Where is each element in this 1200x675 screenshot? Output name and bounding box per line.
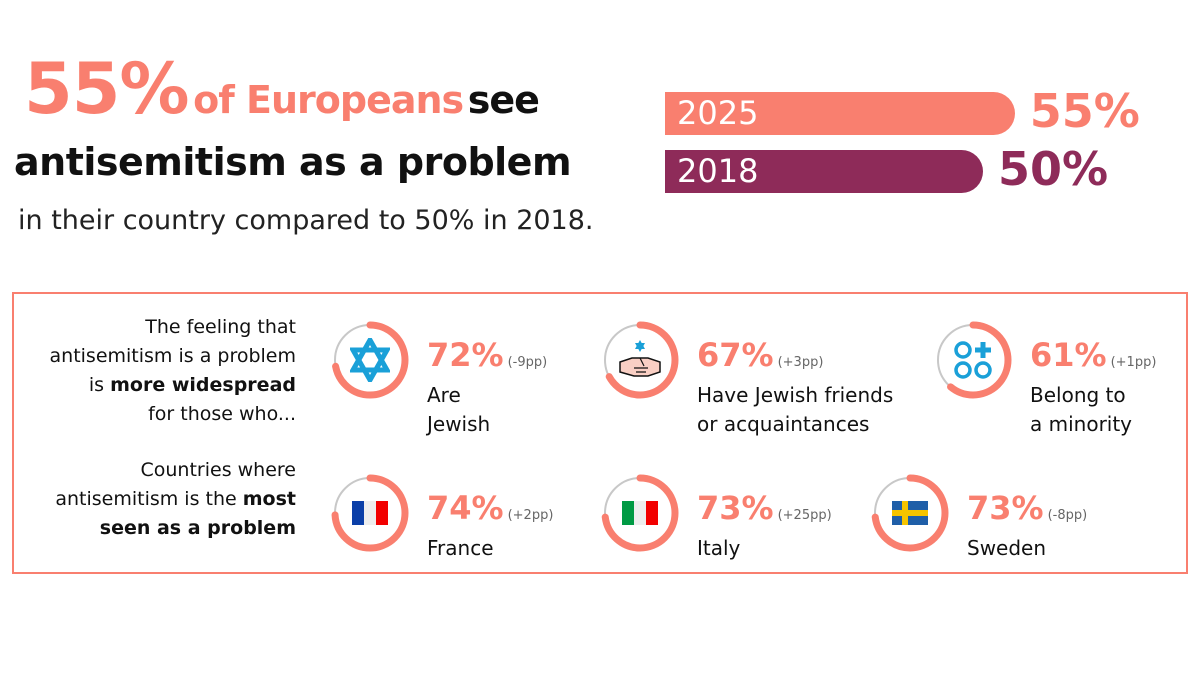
ring-fill: [331, 321, 409, 399]
intro-bold: more widespread: [110, 374, 296, 396]
bar-2025: 2025: [665, 92, 1015, 135]
stat-percent: 73% (+25pp): [697, 490, 832, 534]
stat-change: (+3pp): [777, 355, 824, 370]
stat-label: Jewish: [427, 412, 491, 436]
stat-label: a minority: [1030, 412, 1133, 436]
headline-line-3: in their country compared to 50% in 2018…: [18, 205, 594, 236]
stat-change: (+2pp): [507, 508, 554, 523]
stat-item: 72% (-9pp) Are Jewish: [427, 337, 547, 439]
widespread-intro: The feeling that antisemitism is a probl…: [50, 313, 296, 429]
stat-percent: 74% (+2pp): [427, 490, 553, 534]
stat-value: 73%: [967, 489, 1044, 527]
intro-text: is: [88, 374, 111, 396]
stat-percent: 61% (+1pp): [1030, 337, 1156, 381]
ring-svg: [331, 474, 409, 552]
headline-line-1: 55% of Europeans see: [24, 48, 540, 130]
france-flag-icon: [348, 491, 392, 535]
percentage-ring: [600, 473, 680, 553]
stat-change: (+25pp): [777, 508, 832, 523]
bar-2018: 2018: [665, 150, 983, 193]
sweden-flag-icon: [888, 491, 932, 535]
stat-item: 73% (+25pp) Italy: [697, 490, 832, 563]
stat-label: Belong to: [1030, 383, 1126, 407]
ring-fill: [601, 321, 679, 399]
ring-fill: [601, 474, 679, 552]
italy-flag-icon: [618, 491, 662, 535]
ring-svg: [871, 474, 949, 552]
stat-percent: 67% (+3pp): [697, 337, 893, 381]
intro-line: seen as a problem: [55, 514, 296, 543]
headline-of-europeans: of Europeans: [193, 78, 464, 122]
stat-label: France: [427, 536, 494, 560]
stat-change: (-8pp): [1047, 508, 1088, 523]
bar-value-2025: 55%: [1029, 84, 1140, 138]
stat-item: 74% (+2pp) France: [427, 490, 553, 563]
intro-bold: seen as a problem: [99, 517, 296, 539]
percentage-ring: [330, 320, 410, 400]
intro-line: antisemitism is a problem: [49, 345, 296, 367]
bar-value-2018: 50%: [998, 142, 1109, 196]
details-panel: [12, 292, 1188, 574]
stat-label: Are: [427, 383, 461, 407]
stat-value: 67%: [697, 336, 774, 374]
headline-pct: 55%: [24, 48, 190, 130]
bar-label-2018: 2018: [677, 152, 759, 190]
percentage-ring: [600, 320, 680, 400]
intro-line: for those who...: [148, 403, 296, 425]
percentage-ring: [870, 473, 950, 553]
ring-svg: [601, 474, 679, 552]
stat-change: (-9pp): [507, 355, 548, 370]
headline-see: see: [467, 78, 540, 122]
minority-icon: [951, 338, 995, 382]
bar-label-2025: 2025: [677, 94, 759, 132]
intro-line: antisemitism is the most: [55, 485, 296, 514]
star-of-david-icon: [348, 338, 392, 382]
countries-intro: Countries where antisemitism is the most…: [55, 456, 296, 543]
stat-label: or acquaintances: [697, 412, 870, 436]
stat-item: 67% (+3pp) Have Jewish friends or acquain…: [697, 337, 893, 439]
intro-line: is more widespread: [50, 371, 296, 400]
intro-bold: most: [242, 488, 296, 510]
stat-value: 74%: [427, 489, 504, 527]
ring-svg: [934, 321, 1012, 399]
headline-line-2: antisemitism as a problem: [14, 140, 572, 184]
ring-fill: [934, 321, 1012, 399]
intro-line: Countries where: [140, 459, 297, 481]
ring-svg: [601, 321, 679, 399]
ring-fill: [331, 474, 409, 552]
stat-item: 73% (-8pp) Sweden: [967, 490, 1087, 563]
stat-label: Have Jewish friends: [697, 383, 894, 407]
intro-text: antisemitism is the: [55, 488, 243, 510]
handshake-icon: [618, 338, 662, 382]
ring-fill: [871, 474, 949, 552]
stat-label: Italy: [697, 536, 741, 560]
stat-value: 61%: [1030, 336, 1107, 374]
stat-item: 61% (+1pp) Belong to a minority: [1030, 337, 1156, 439]
intro-line: The feeling that: [145, 316, 296, 338]
stat-label: Sweden: [967, 536, 1047, 560]
stat-percent: 72% (-9pp): [427, 337, 547, 381]
stat-percent: 73% (-8pp): [967, 490, 1087, 534]
percentage-ring: [933, 320, 1013, 400]
stat-value: 72%: [427, 336, 504, 374]
stat-change: (+1pp): [1110, 355, 1157, 370]
stat-value: 73%: [697, 489, 774, 527]
ring-svg: [331, 321, 409, 399]
percentage-ring: [330, 473, 410, 553]
